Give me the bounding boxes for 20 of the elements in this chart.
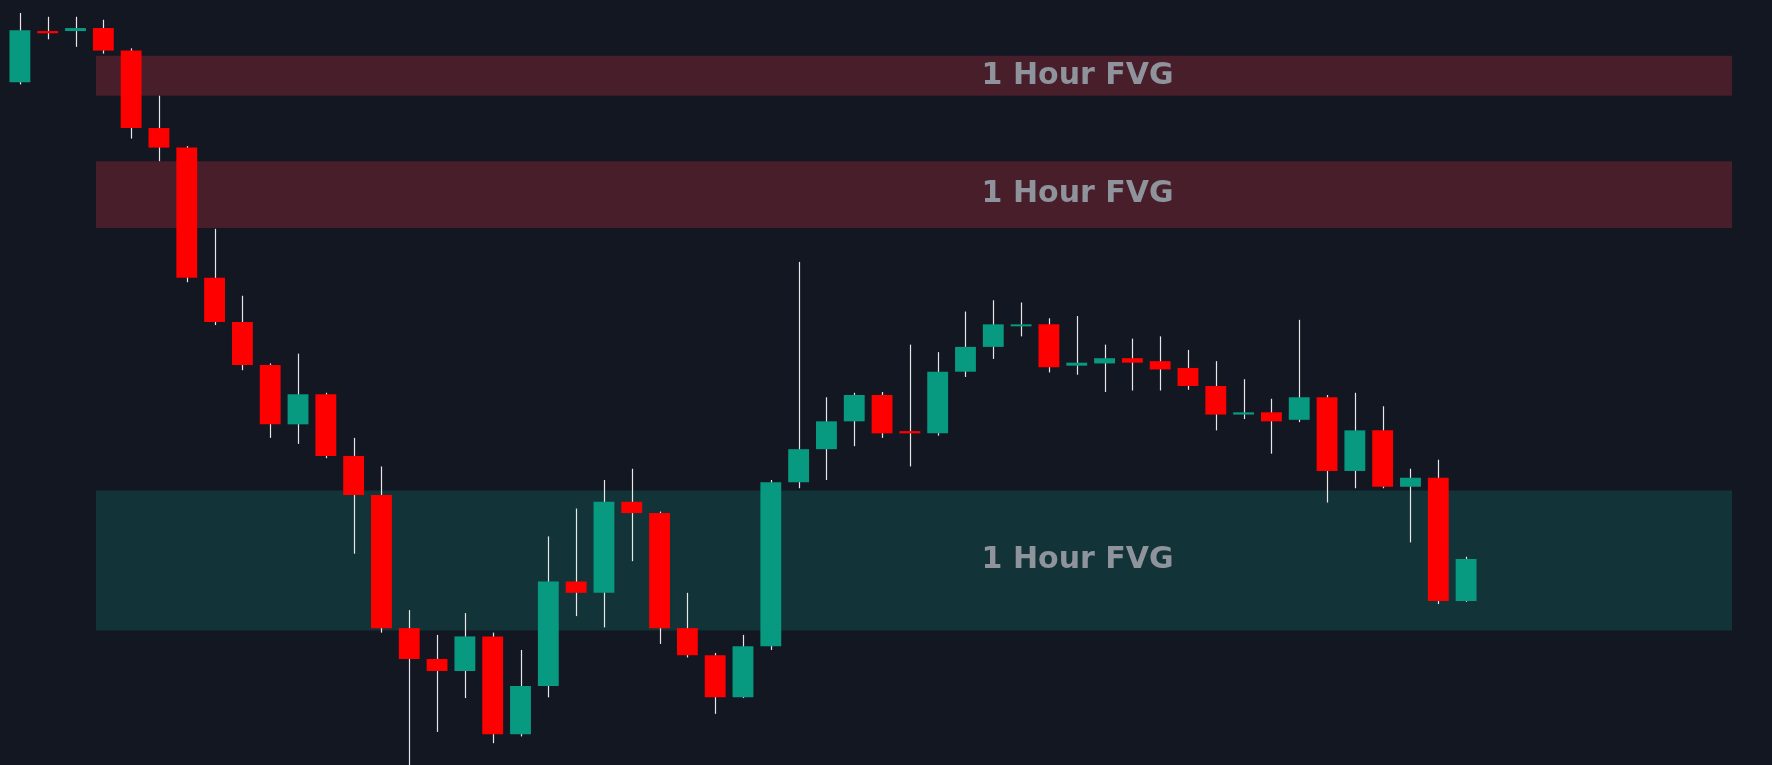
candlestick [621,468,643,562]
candlestick [1400,468,1421,544]
candlestick [1010,301,1032,337]
band-label: 1 Hour FVG [981,540,1174,576]
candlestick [1288,319,1310,423]
candlestick [565,507,587,617]
band-label: 1 Hour FVG [981,174,1174,210]
candlestick [148,95,170,162]
candlestick [65,16,86,48]
candlestick [982,299,1004,360]
candlestick [1233,378,1255,420]
candlestick [1094,344,1115,393]
candlestick [426,634,448,733]
candlestick [92,19,114,55]
candlestick [1121,338,1143,392]
candlestick [1149,335,1171,392]
candlestick [1066,315,1088,376]
band-label: 1 Hour FVG [981,55,1174,91]
candlestick [1260,398,1282,455]
candlestick [1177,349,1199,391]
